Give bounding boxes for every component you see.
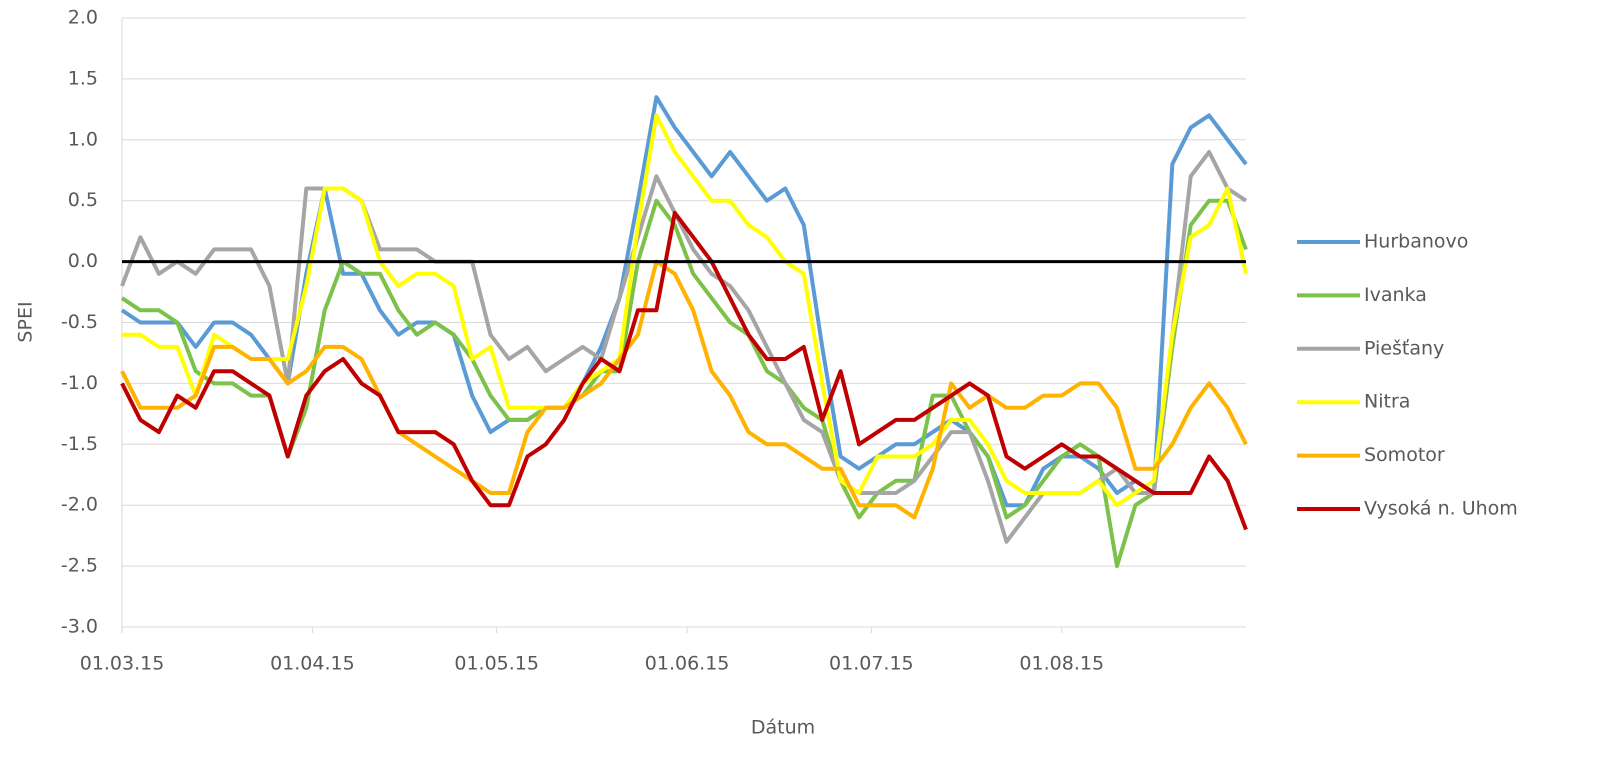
y-tick-label: -1.0 [61,372,98,394]
series-line [120,210,1248,531]
y-axis-label: SPEI [15,301,37,342]
x-tick-label: 01.06.15 [645,653,730,675]
x-tick-label: 01.04.15 [270,653,355,675]
series-line [120,259,1248,520]
y-tick-label: 0.0 [68,250,98,272]
y-tick-label: -3.0 [61,616,98,638]
x-tick-label: 01.08.15 [1019,653,1104,675]
y-tick-label: 1.5 [68,67,98,89]
legend-label: Ivanka [1364,284,1427,306]
y-tick-label: -1.5 [61,433,98,455]
series-line [122,113,1248,508]
x-axis-label: Dátum [751,717,815,739]
legend-label: Piešťany [1364,337,1444,359]
x-tick-label: 01.05.15 [454,653,539,675]
legend-label: Somotor [1364,444,1445,466]
y-tick-label: 2.0 [68,7,98,29]
y-tick-label: -0.5 [61,311,98,333]
y-tick-label: -2.0 [61,494,98,516]
y-tick-label: 1.0 [68,128,98,150]
legend-label: Vysoká n. Uhom [1364,498,1518,520]
x-tick-label: 01.03.15 [80,653,165,675]
y-tick-label: 0.5 [68,189,98,211]
y-tick-label: -2.5 [61,555,98,577]
legend-label: Hurbanovo [1364,231,1468,253]
x-tick-label: 01.07.15 [829,653,914,675]
legend-label: Nitra [1364,391,1410,413]
